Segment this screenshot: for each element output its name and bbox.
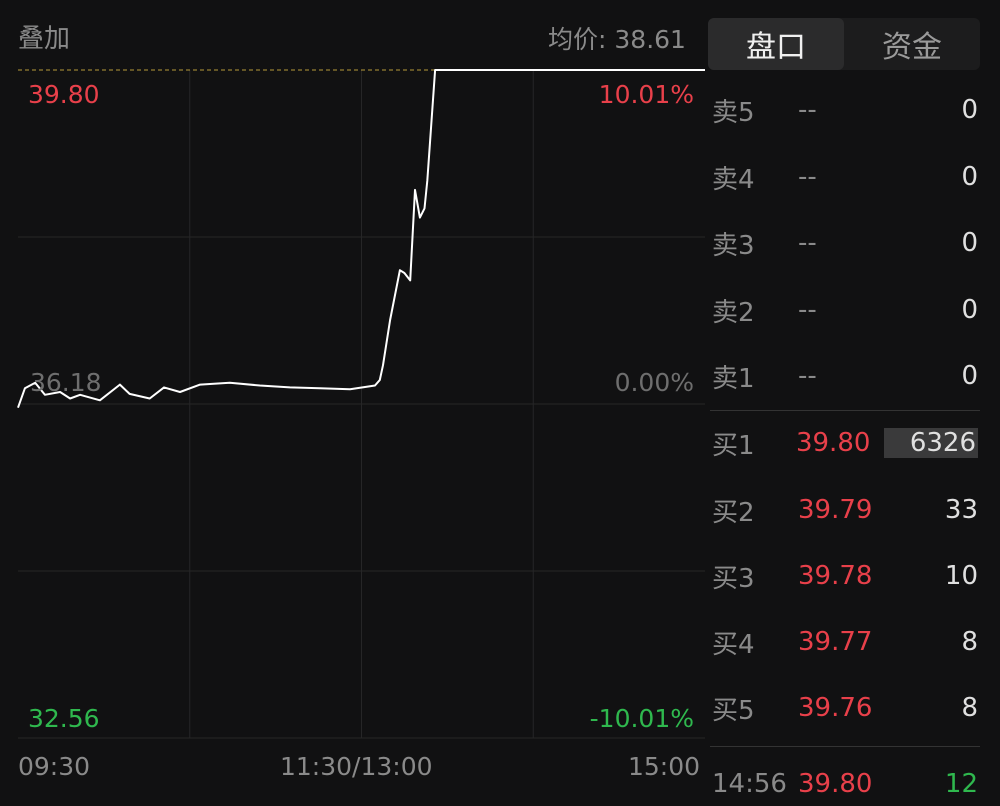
ask-price: -- (798, 162, 817, 192)
ask-row[interactable]: 卖1 -- 0 (712, 356, 978, 396)
bid-price: 39.76 (798, 693, 873, 723)
trade-time: 14:56 (712, 769, 787, 799)
avg-price-label: 均价: (548, 25, 607, 54)
ask-level: 卖5 (712, 97, 755, 128)
pct-high-label: 10.01% (598, 80, 694, 109)
bid-volume: 8 (961, 693, 978, 723)
time-close: 15:00 (628, 752, 701, 781)
bid-row[interactable]: 买1 39.80 6326 (712, 423, 978, 463)
ask-price: -- (798, 228, 817, 258)
ask-row[interactable]: 卖5 -- 0 (712, 90, 978, 130)
last-trade-row[interactable]: 14:56 39.80 12 (712, 764, 978, 804)
ask-price: -- (798, 295, 817, 325)
ask-volume: 0 (961, 295, 978, 325)
ask-volume: 0 (961, 162, 978, 192)
ask-price: -- (798, 361, 817, 391)
price-line (17, 69, 705, 409)
bid-level: 买1 (712, 430, 755, 461)
ask-level: 卖4 (712, 164, 755, 195)
ask-volume: 0 (961, 228, 978, 258)
tab-order-book[interactable]: 盘口 (708, 18, 844, 70)
time-open: 09:30 (18, 752, 91, 781)
bid-volume: 33 (944, 495, 978, 525)
bid-row[interactable]: 买4 39.77 8 (712, 622, 978, 662)
bid-volume: 10 (944, 561, 978, 591)
trade-volume: 12 (944, 769, 978, 799)
ask-volume: 0 (961, 361, 978, 391)
divider (710, 410, 980, 411)
bid-level: 买2 (712, 497, 755, 528)
bid-row[interactable]: 买2 39.79 33 (712, 490, 978, 530)
ask-level: 卖1 (712, 363, 755, 394)
price-mid-label: 36.18 (30, 368, 102, 397)
ask-row[interactable]: 卖4 -- 0 (712, 157, 978, 197)
bid-price: 39.78 (798, 561, 873, 591)
bid-row[interactable]: 买5 39.76 8 (712, 688, 978, 728)
avg-price: 均价: 38.61 (548, 20, 686, 56)
ask-price: -- (798, 95, 817, 125)
bid-level: 买4 (712, 629, 755, 660)
bid-volume: 8 (961, 627, 978, 657)
bid-price: 39.77 (798, 627, 873, 657)
trade-price: 39.80 (798, 769, 873, 799)
bid-level: 买3 (712, 563, 755, 594)
time-midday: 11:30/13:00 (280, 752, 433, 781)
tab-capital-flow[interactable]: 资金 (882, 30, 942, 65)
bid-price: 39.79 (798, 495, 873, 525)
pct-mid-label: 0.00% (614, 368, 694, 397)
avg-price-value: 38.61 (614, 25, 686, 54)
price-high-label: 39.80 (28, 80, 100, 109)
pct-low-label: -10.01% (589, 704, 694, 733)
price-low-label: 32.56 (28, 704, 100, 733)
ask-row[interactable]: 卖2 -- 0 (712, 290, 978, 330)
ask-level: 卖2 (712, 297, 755, 328)
ask-volume: 0 (961, 95, 978, 125)
bid-price: 39.80 (795, 428, 871, 458)
bid-volume: 6326 (883, 428, 978, 458)
ask-level: 卖3 (712, 230, 755, 261)
intraday-chart[interactable] (0, 0, 706, 806)
bid-row[interactable]: 买3 39.78 10 (712, 556, 978, 596)
ask-row[interactable]: 卖3 -- 0 (712, 223, 978, 263)
overlay-button[interactable]: 叠加 (18, 24, 71, 54)
divider (710, 746, 980, 747)
panel-tabs: 盘口 资金 (708, 18, 980, 70)
bid-level: 买5 (712, 695, 755, 726)
